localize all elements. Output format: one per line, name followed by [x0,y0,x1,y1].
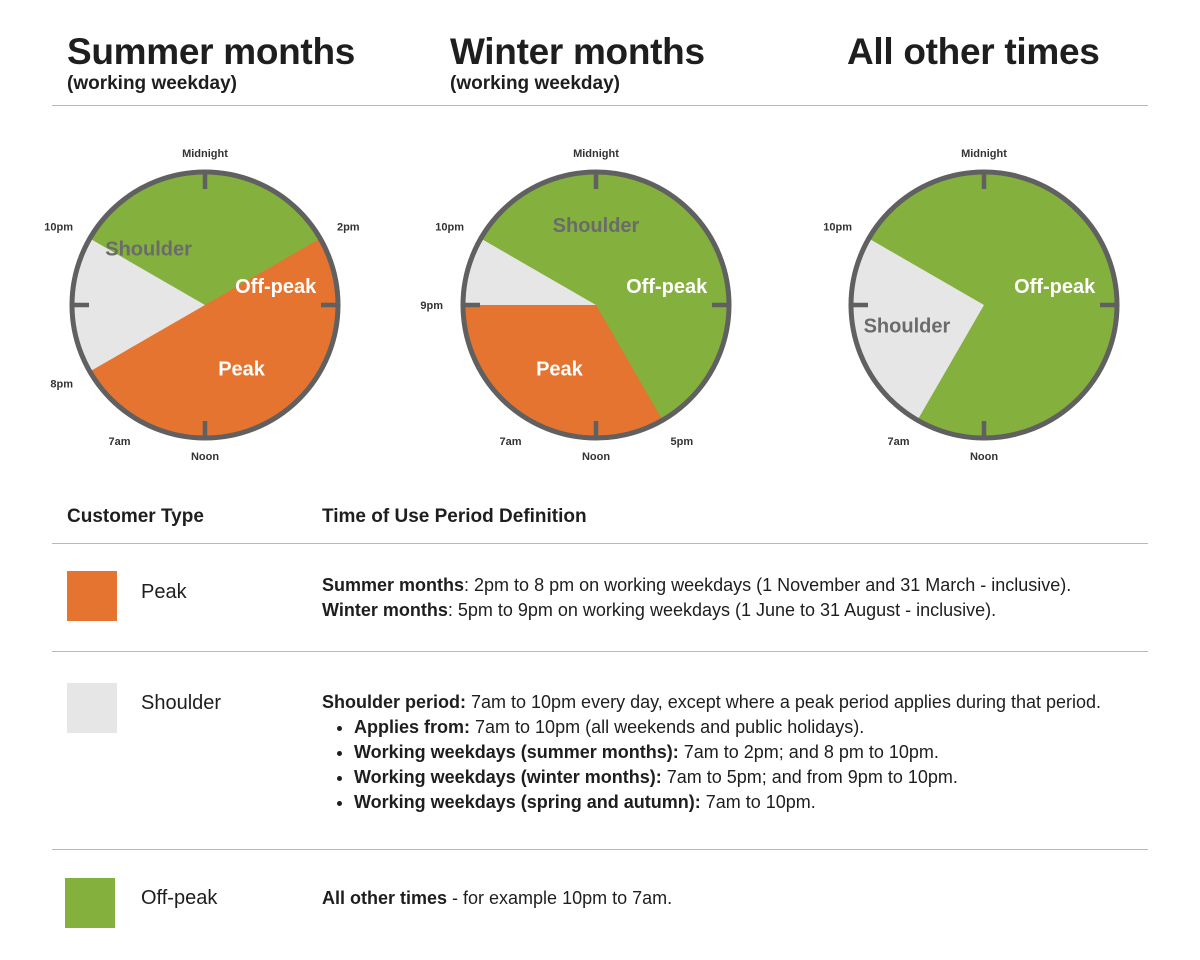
peak-definition: Summer months: 2pm to 8 pm on working we… [322,573,1071,623]
offpeak-segment-label: Off-peak [235,276,317,298]
bullet-text: 7am to 10pm. [700,792,816,812]
shoulder-definition: Shoulder period: 7am to 10pm every day, … [322,690,1101,815]
offpeak-swatch [65,878,115,928]
bullet-term: Working weekdays (spring and autumn): [354,792,701,812]
hour-label: 5pm [671,436,694,448]
peak-winter-text: : 5pm to 9pm on working weekdays (1 June… [447,600,997,620]
offpeak-term: All other times [322,888,448,908]
winter-subtitle: (working weekday) [450,73,620,94]
bullet-term: Applies from: [354,717,471,737]
hour-label: 7am [499,436,521,448]
peak-segment-label: Peak [536,358,584,380]
peak-row-divider [52,651,1148,652]
peak-label: Peak [141,581,187,603]
hour-label: 7am [887,436,909,448]
shoulder-segment-label: Shoulder [864,316,951,338]
hour-label: 10pm [44,222,73,234]
midnight-label: Midnight [573,148,619,160]
summer-heading: Summer months (working weekday) [67,30,355,94]
offpeak-sector [868,171,1118,438]
peak-summer-term: Summer months [322,575,465,595]
customer-type-header: Customer Type [67,506,204,527]
bullet-term: Working weekdays (summer months): [354,742,679,762]
list-item: Working weekdays (winter months): 7am to… [354,765,1101,790]
peak-segment-label: Peak [218,358,266,380]
summer-clock: Off-peak Shoulder Peak Midnight Noon 7am 2pm 8p… [44,148,360,463]
offpeak-text: - for example 10pm to 7am. [447,888,673,908]
noon-label: Noon [970,451,998,463]
peak-sector [89,238,338,438]
winter-clock: Off-peak Shoulder Peak Midnight Noon 7am 5pm 9p… [420,148,732,463]
hour-label: 7am [108,436,130,448]
shoulder-intro-text: 7am to 10pm every day, except where a pe… [466,692,1102,712]
bullet-text: 7am to 10pm (all weekends and public hol… [470,717,865,737]
hour-label: 2pm [337,222,360,234]
hour-label: 9pm [420,300,443,312]
summer-title: Summer months [67,31,356,72]
definition-header: Time of Use Period Definition [322,506,587,527]
offpeak-sector [480,171,730,438]
midnight-label: Midnight [182,148,228,160]
hour-label: 10pm [823,222,852,234]
offpeak-definition: All other times - for example 10pm to 7a… [322,886,672,911]
other-times-clock: Off-peak Shoulder Midnight Noon 7am 10pm [823,148,1120,463]
peak-sector [463,305,663,438]
noon-label: Noon [582,451,610,463]
peak-swatch [67,571,117,621]
peak-winter-term: Winter months [322,600,448,620]
midnight-label: Midnight [961,148,1007,160]
offpeak-label: Off-peak [141,887,218,909]
clock-diagrams: Off-peak Shoulder Peak Midnight Noon 7am 2pm 8p… [44,148,1120,463]
bullet-text: 7am to 2pm; and 8 pm to 10pm. [678,742,939,762]
bullet-text: 7am to 5pm; and from 9pm to 10pm. [661,767,958,787]
shoulder-segment-label: Shoulder [553,215,640,237]
shoulder-bullet-list: Applies from: 7am to 10pm (all weekends … [322,715,1101,815]
hour-label: 10pm [435,222,464,234]
shoulder-label: Shoulder [141,692,222,714]
other-heading: All other times [847,30,1100,74]
offpeak-segment-label: Off-peak [626,276,708,298]
other-title: All other times [847,31,1100,72]
shoulder-intro-term: Shoulder period: [322,692,466,712]
list-item: Working weekdays (spring and autumn): 7a… [354,790,1101,815]
winter-title: Winter months [450,31,705,72]
noon-label: Noon [191,451,219,463]
peak-summer-text: : 2pm to 8 pm on working weekdays (1 Nov… [464,575,1072,595]
table-header-divider [52,543,1148,544]
winter-heading: Winter months (working weekday) [450,30,705,94]
shoulder-segment-label: Shoulder [105,239,192,261]
shoulder-row-divider [52,849,1148,850]
header-divider [52,105,1148,106]
summer-subtitle: (working weekday) [67,73,237,94]
bullet-term: Working weekdays (winter months): [354,767,662,787]
offpeak-segment-label: Off-peak [1014,276,1096,298]
shoulder-swatch [67,683,117,733]
list-item: Applies from: 7am to 10pm (all weekends … [354,715,1101,740]
hour-label: 8pm [50,379,73,391]
list-item: Working weekdays (summer months): 7am to… [354,740,1101,765]
